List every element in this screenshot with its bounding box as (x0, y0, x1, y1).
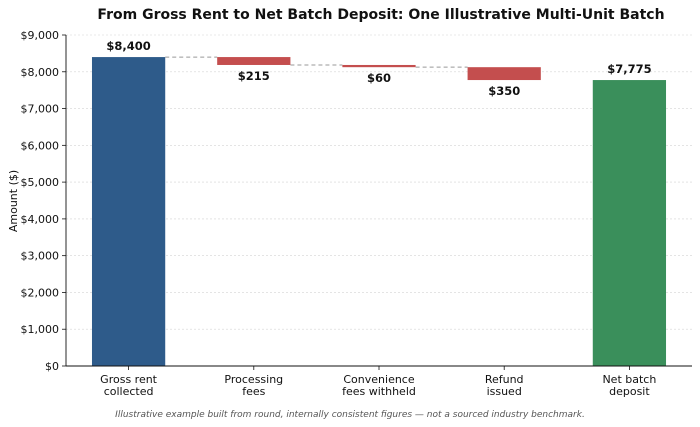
data-label-0: $8,400 (106, 39, 150, 53)
x-tick-label: collected (104, 385, 154, 398)
data-label-1: $215 (238, 69, 270, 83)
x-tick-label: Gross rent (100, 373, 158, 386)
x-tick-label: Refund (485, 373, 524, 386)
chart-title: From Gross Rent to Net Batch Deposit: On… (97, 7, 664, 23)
y-tick-label: $9,000 (21, 29, 60, 42)
x-tick-label: fees (242, 385, 265, 398)
chart-caption: Illustrative example built from round, i… (115, 410, 585, 420)
bar-3 (467, 67, 541, 81)
data-label-4: $7,775 (607, 62, 651, 76)
data-label-3: $350 (488, 84, 520, 98)
bars: $8,400 $215 $60 $350 $7,775 (91, 39, 667, 367)
y-tick-label: $8,000 (21, 66, 60, 79)
x-tick-label: fees withheld (342, 385, 416, 398)
bar-0 (91, 57, 166, 367)
x-tick-label: Net batch (602, 373, 656, 386)
bar-1 (217, 57, 291, 65)
data-label-2: $60 (367, 71, 391, 85)
x-tick-label: deposit (609, 385, 650, 398)
x-tick-label: Processing (224, 373, 283, 386)
grid (66, 34, 692, 330)
y-tick-label: $4,000 (21, 213, 60, 226)
y-tick-label: $5,000 (21, 176, 60, 189)
x-tick-label: issued (487, 385, 522, 398)
connectors (165, 56, 468, 68)
y-tick-label: $0 (45, 360, 59, 373)
y-tick-label: $6,000 (21, 139, 60, 152)
y-tick-label: $1,000 (21, 323, 60, 336)
axes: $0 $1,000 $2,000 $3,000 $4,000 $5,000 $6,000 $7… (21, 29, 692, 398)
y-axis-label: Amount ($) (7, 170, 20, 232)
bar-4 (592, 80, 667, 366)
x-tick-label: Convenience (343, 373, 414, 386)
bar-2 (342, 64, 416, 68)
y-tick-label: $7,000 (21, 103, 60, 116)
y-tick-label: $3,000 (21, 250, 60, 263)
y-tick-label: $2,000 (21, 286, 60, 299)
